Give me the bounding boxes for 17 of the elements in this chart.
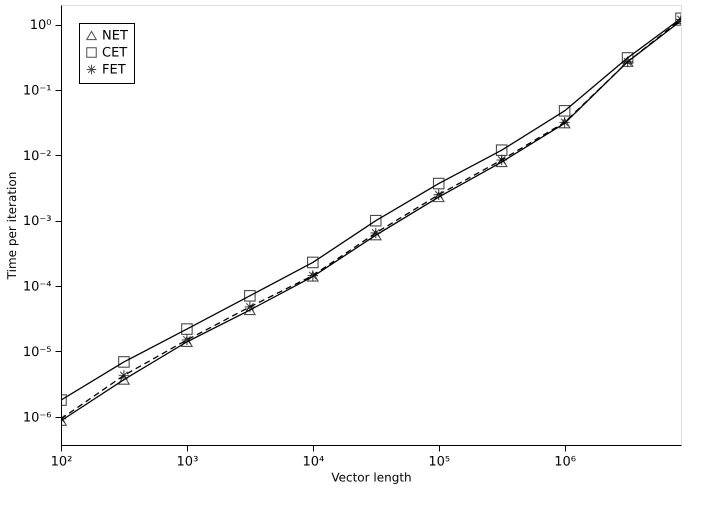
legend-label: NET xyxy=(102,28,128,44)
x-tick-label: 10³ xyxy=(176,454,198,470)
y-tick-label: 10⁻⁵ xyxy=(22,344,52,360)
x-tick-label: 10² xyxy=(50,454,72,470)
y-tick-label: 10⁻¹ xyxy=(22,84,52,99)
y-tick-label: 10⁻⁴ xyxy=(22,280,52,295)
x-tick-label: 10⁵ xyxy=(428,454,450,470)
x-tick-label: 10⁶ xyxy=(554,454,576,470)
x-axis-title: Vector length xyxy=(331,470,412,484)
y-tick-label: 10⁻⁶ xyxy=(22,410,52,426)
y-tick-label: 10⁻³ xyxy=(22,214,52,230)
legend-label: CET xyxy=(102,46,128,60)
x-tick-label: 10⁴ xyxy=(302,454,324,470)
y-tick-label: 10⁻² xyxy=(22,148,52,164)
legend-label: FET xyxy=(102,62,126,78)
y-axis-title: Time per iteration xyxy=(4,172,19,280)
y-tick-label: 10⁰ xyxy=(30,18,52,34)
